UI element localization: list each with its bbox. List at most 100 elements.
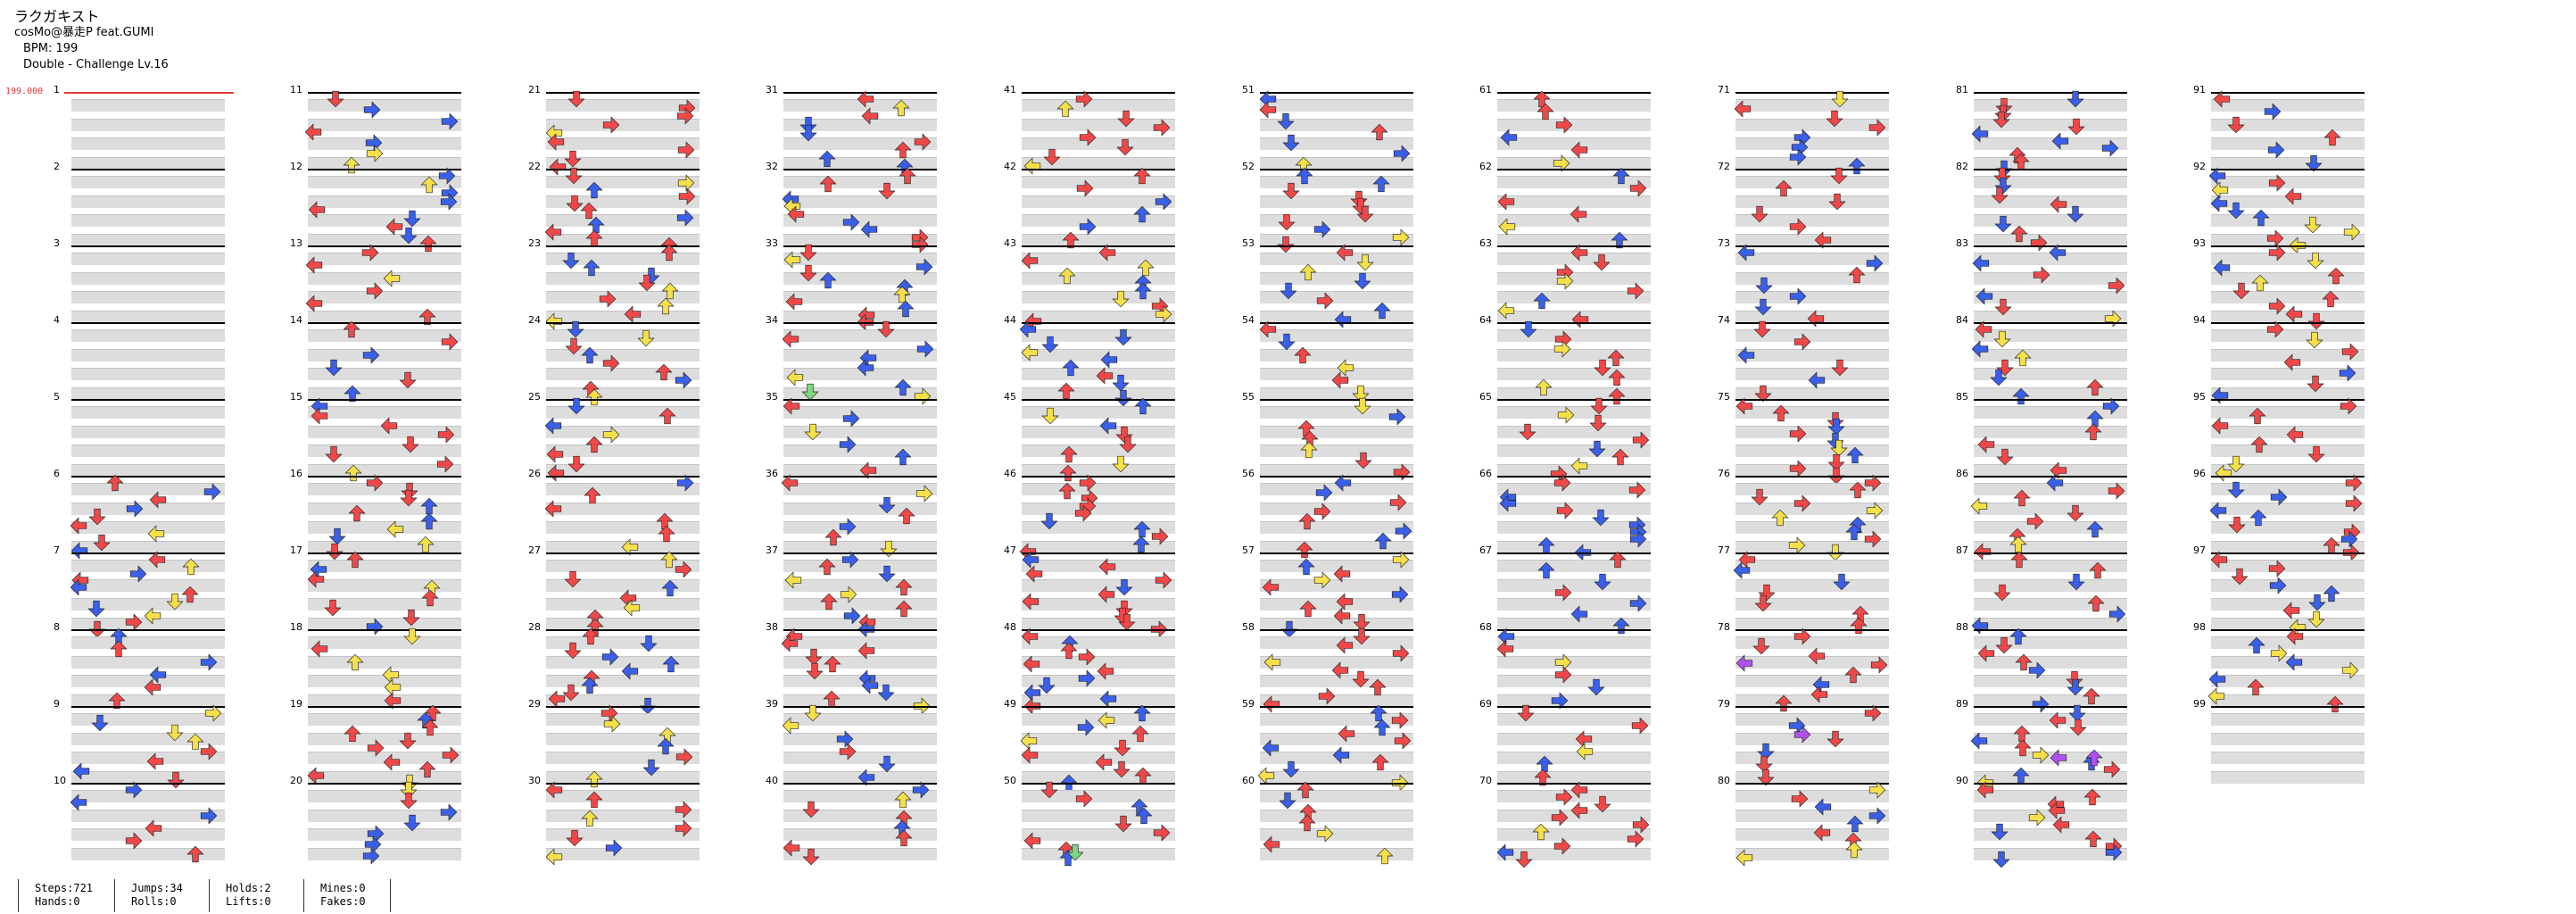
arrow-down-icon — [1112, 375, 1131, 392]
measure-number: 99 — [2193, 698, 2206, 710]
arrow-right-icon — [916, 258, 933, 276]
arrow-left-icon — [1097, 662, 1114, 680]
difficulty-info: Double - Challenge Lv.16 — [23, 58, 169, 71]
arrow-down-icon — [402, 436, 419, 453]
arrow-left-icon — [1022, 746, 1039, 764]
arrow-right-icon — [1078, 648, 1096, 667]
arrow-right-icon — [1864, 704, 1882, 722]
arrow-down-icon — [1040, 781, 1058, 799]
beat-band — [546, 291, 700, 303]
arrow-up-icon — [818, 558, 836, 575]
arrow-right-icon — [129, 565, 146, 583]
measure-line — [71, 245, 225, 247]
arrow-up-icon — [1376, 847, 1394, 864]
arrow-left-icon — [623, 599, 641, 617]
arrow-up-icon — [1611, 449, 1629, 466]
arrow-up-icon — [1371, 753, 1390, 770]
measure-number: 35 — [766, 391, 778, 403]
measure-number: 49 — [1004, 698, 1016, 710]
arrow-down-icon — [1989, 369, 2008, 386]
arrow-down-icon — [567, 455, 585, 472]
arrow-up-icon — [346, 653, 364, 670]
measure-line — [783, 629, 937, 631]
arrow-down-icon — [1279, 793, 1296, 810]
arrow-down-icon — [799, 125, 817, 142]
beat-band — [546, 233, 700, 246]
arrow-down-icon — [1041, 337, 1059, 353]
stat-group-steps: Steps:721 Hands:0 — [18, 879, 115, 912]
measure-number: 64 — [1479, 314, 1492, 326]
arrow-right-icon — [1391, 586, 1408, 603]
beat-band — [1260, 425, 1413, 438]
beat-band — [2211, 253, 2365, 265]
arrow-left-icon — [857, 90, 874, 108]
beat-band — [71, 368, 225, 380]
arrow-up-icon — [1612, 617, 1630, 634]
arrow-left-icon — [783, 251, 800, 269]
arrow-up-icon — [1373, 719, 1391, 735]
arrow-up-icon — [660, 551, 678, 569]
arrow-up-icon — [106, 474, 124, 492]
arrow-up-icon — [1134, 282, 1152, 300]
arrow-left-icon — [1334, 474, 1351, 492]
beat-band — [2211, 156, 2365, 170]
arrow-up-icon — [585, 181, 603, 198]
arrow-left-icon — [1576, 743, 1593, 760]
arrow-right-icon — [1627, 830, 1644, 848]
measure-number: 31 — [766, 84, 778, 96]
arrow-right-icon — [361, 244, 379, 262]
measure-line — [1974, 706, 2127, 708]
arrow-right-icon — [676, 474, 693, 492]
measure-number: 80 — [1718, 775, 1730, 786]
arrow-left-icon — [1336, 244, 1353, 262]
arrow-right-icon — [204, 482, 221, 501]
measure-line — [2211, 476, 2365, 478]
measure-number: 85 — [1956, 391, 1968, 403]
measure-number: 88 — [1956, 621, 1968, 633]
arrow-down-icon — [2069, 719, 2087, 735]
measure-number: 79 — [1718, 698, 1730, 710]
arrow-up-icon — [343, 320, 360, 338]
arrow-down-icon — [1041, 407, 1059, 425]
arrow-left-icon — [2212, 416, 2229, 435]
measure-number: 69 — [1479, 698, 1492, 710]
arrow-down-icon — [1113, 760, 1131, 777]
arrow-up-icon — [661, 579, 680, 597]
beat-band — [1022, 425, 1175, 438]
measure-line — [1497, 399, 1651, 401]
arrow-left-icon — [546, 445, 563, 463]
beat-band — [1497, 368, 1651, 380]
arrow-down-icon — [327, 90, 344, 108]
measure-number: 18 — [290, 621, 302, 633]
beat-band — [1022, 118, 1175, 131]
beat-band — [546, 137, 700, 150]
arrow-right-icon — [2267, 141, 2285, 159]
arrow-up-icon — [582, 627, 601, 645]
beat-band — [1260, 99, 1413, 112]
beat-band — [546, 445, 700, 457]
measure-number: 17 — [290, 544, 302, 556]
arrow-up-icon — [895, 578, 913, 596]
arrow-right-icon — [362, 847, 379, 865]
arrow-right-icon — [1079, 129, 1096, 146]
measure-number: 62 — [1479, 161, 1492, 172]
arrow-right-icon — [366, 282, 384, 300]
arrow-up-icon — [655, 363, 673, 380]
arrow-left-icon — [782, 635, 799, 652]
arrow-down-icon — [2228, 516, 2246, 534]
beat-band — [71, 752, 225, 764]
beat-band — [1974, 617, 2127, 630]
arrow-left-icon — [1499, 494, 1516, 513]
arrow-left-icon — [1809, 646, 1826, 665]
arrow-down-icon — [640, 635, 658, 652]
hands-count: Hands:0 — [35, 895, 80, 908]
beat-band — [1735, 847, 1889, 860]
arrow-right-icon — [839, 743, 856, 760]
beat-band — [1022, 195, 1175, 208]
measure-line — [1497, 476, 1651, 478]
arrow-down-icon — [1519, 423, 1536, 440]
beat-band — [1497, 348, 1651, 361]
arrow-left-icon — [860, 220, 878, 238]
arrow-up-icon — [420, 512, 438, 530]
